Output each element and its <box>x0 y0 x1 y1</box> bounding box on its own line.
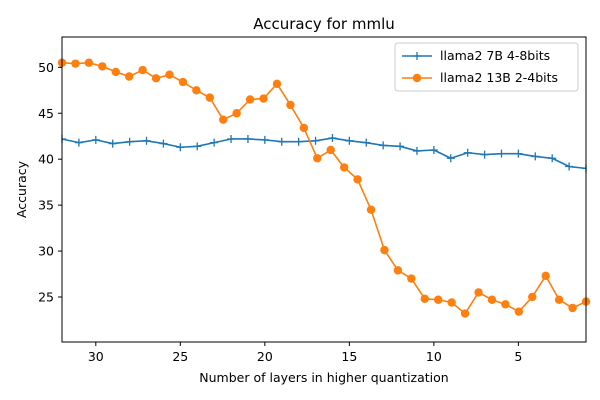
data-point-llama2-13b <box>313 154 322 163</box>
y-tick-label: 40 <box>38 152 54 167</box>
data-point-llama2-7b <box>91 135 100 144</box>
data-point-llama2-13b <box>178 77 188 87</box>
data-point-llama2-7b <box>159 139 168 148</box>
data-point-llama2-13b <box>487 295 497 304</box>
data-point-llama2-7b <box>108 139 117 148</box>
y-axis-title: Accuracy <box>14 160 29 218</box>
data-point-llama2-7b <box>260 135 269 144</box>
legend-marker-llama2-13b <box>412 73 422 83</box>
chart-title: Accuracy for mmlu <box>253 15 395 33</box>
plot-lines <box>61 61 587 315</box>
data-point-llama2-7b <box>125 137 134 146</box>
data-point-llama2-13b <box>554 295 564 304</box>
data-point-llama2-13b <box>124 72 134 81</box>
data-point-llama2-7b <box>210 138 219 147</box>
data-point-llama2-13b <box>541 271 550 281</box>
data-point-llama2-7b <box>345 136 354 145</box>
legend-label-llama2-13b: llama2 13B 2-4bits <box>440 70 558 85</box>
data-point-llama2-13b <box>366 205 376 214</box>
data-point-llama2-13b <box>205 93 214 102</box>
data-point-llama2-7b <box>311 136 320 145</box>
data-point-llama2-13b <box>219 115 228 124</box>
data-point-llama2-7b <box>548 154 557 163</box>
y-tick-label: 30 <box>38 244 54 259</box>
data-point-llama2-13b <box>339 163 349 172</box>
data-point-llama2-7b <box>193 142 202 151</box>
data-point-llama2-13b <box>326 145 335 155</box>
data-point-llama2-13b <box>111 67 120 77</box>
data-point-llama2-7b <box>362 138 371 147</box>
data-point-llama2-13b <box>434 295 443 304</box>
data-point-llama2-13b <box>272 79 282 89</box>
data-point-llama2-13b <box>71 59 80 68</box>
data-point-llama2-7b <box>294 137 303 146</box>
data-point-llama2-13b <box>460 309 470 318</box>
x-axis-ticks: 30 25 20 15 10 5 <box>88 342 522 364</box>
data-point-llama2-13b <box>380 245 389 255</box>
data-point-llama2-7b <box>277 137 286 146</box>
data-point-llama2-7b <box>412 146 421 155</box>
data-point-llama2-13b <box>245 95 255 104</box>
data-point-llama2-13b <box>393 266 403 275</box>
x-tick-label: 25 <box>172 349 188 364</box>
data-point-llama2-13b <box>232 109 241 118</box>
data-point-llama2-13b <box>568 303 577 313</box>
data-point-llama2-13b <box>501 300 510 309</box>
data-point-llama2-7b <box>61 134 66 143</box>
data-point-llama2-13b <box>528 292 537 302</box>
y-tick-label: 45 <box>38 106 54 121</box>
x-tick-label: 30 <box>88 349 104 364</box>
data-point-llama2-13b <box>192 86 201 95</box>
data-point-llama2-7b <box>463 148 472 157</box>
data-point-llama2-13b <box>259 94 268 103</box>
legend-label-llama2-7b: llama2 7B 4-8bits <box>440 48 550 63</box>
data-point-llama2-13b <box>407 274 416 283</box>
data-point-llama2-7b <box>514 149 523 158</box>
data-point-llama2-7b <box>396 142 405 151</box>
x-tick-label: 15 <box>341 349 357 364</box>
legend: llama2 7B 4-8bits llama2 13B 2-4bits <box>394 42 579 92</box>
plot-markers <box>57 58 591 318</box>
y-axis-ticks: 25 30 35 40 45 50 <box>38 60 62 304</box>
data-point-llama2-7b <box>74 138 83 147</box>
x-tick-label: 10 <box>426 349 442 364</box>
data-point-llama2-13b <box>514 307 524 316</box>
data-point-llama2-7b <box>497 149 506 158</box>
data-point-llama2-13b <box>420 294 429 304</box>
data-point-llama2-7b <box>531 152 540 161</box>
plot-frame <box>61 36 587 343</box>
data-point-llama2-7b <box>176 143 185 152</box>
data-point-llama2-7b <box>227 134 236 143</box>
data-point-llama2-7b <box>142 136 151 145</box>
x-tick-label: 20 <box>257 349 273 364</box>
y-tick-label: 35 <box>38 198 54 213</box>
x-axis-title: Number of layers in higher quantization <box>199 370 448 385</box>
data-point-llama2-13b <box>474 288 483 297</box>
legend-box <box>394 42 579 92</box>
y-tick-label: 25 <box>38 289 54 304</box>
data-point-llama2-13b <box>299 123 309 133</box>
data-point-llama2-13b <box>353 175 362 184</box>
legend-marker-llama2-7b <box>413 52 421 60</box>
data-point-llama2-13b <box>151 74 161 83</box>
data-point-llama2-7b <box>429 145 438 154</box>
series-line-llama2-13b <box>61 61 587 315</box>
data-point-llama2-7b <box>565 162 574 171</box>
data-point-llama2-7b <box>446 154 455 163</box>
data-point-llama2-7b <box>243 134 252 143</box>
data-point-llama2-7b <box>480 150 489 159</box>
x-tick-label: 5 <box>514 349 522 364</box>
data-point-llama2-13b <box>286 100 295 110</box>
data-point-llama2-13b <box>84 58 94 67</box>
data-point-llama2-13b <box>165 70 174 79</box>
data-point-llama2-13b <box>447 298 456 307</box>
data-point-llama2-7b <box>379 141 388 150</box>
data-point-llama2-7b <box>328 134 337 143</box>
data-point-llama2-13b <box>98 62 107 71</box>
y-tick-label: 50 <box>38 60 54 75</box>
data-point-llama2-7b <box>582 164 587 173</box>
data-point-llama2-13b <box>138 65 147 75</box>
